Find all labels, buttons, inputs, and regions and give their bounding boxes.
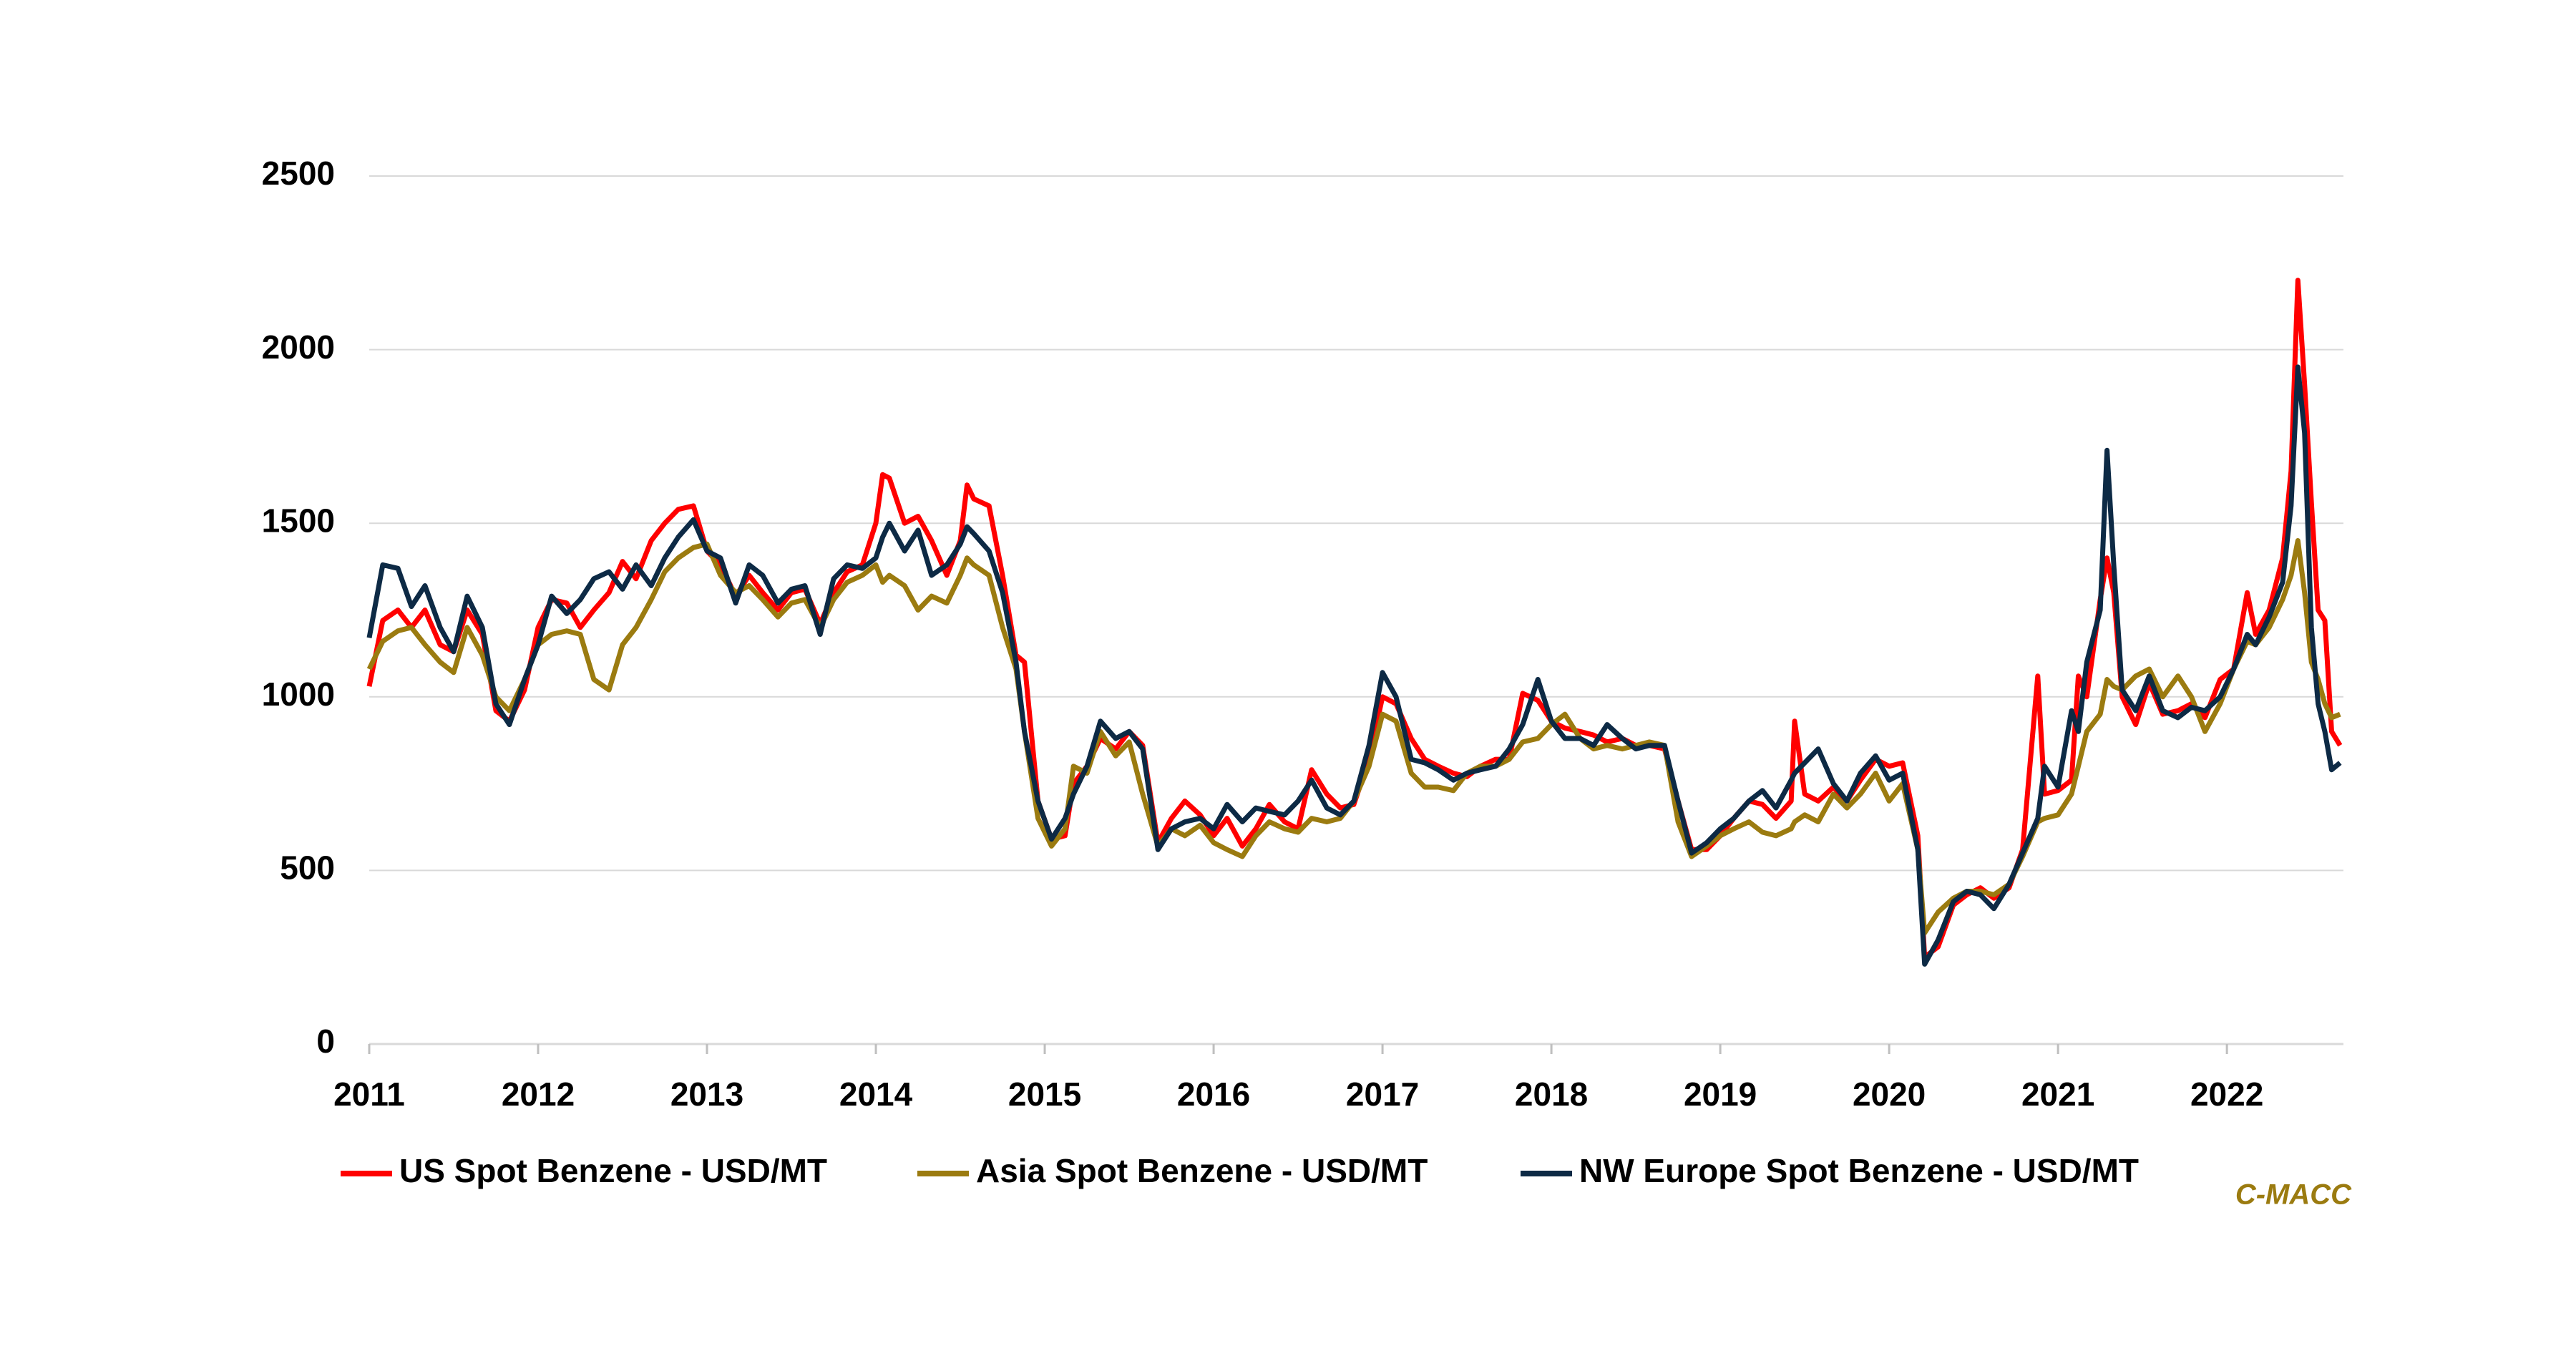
x-tick-label: 2014 <box>839 1076 913 1113</box>
x-tick-label: 2011 <box>333 1076 405 1113</box>
source-label: C-MACC <box>2235 1179 2352 1211</box>
legend-label: US Spot Benzene - USD/MT <box>399 1152 827 1189</box>
x-tick-label: 2017 <box>1346 1076 1419 1113</box>
x-tick-label: 2022 <box>2190 1076 2263 1113</box>
y-tick-label: 1500 <box>262 502 335 539</box>
series-line <box>366 278 2343 960</box>
x-tick-label: 2016 <box>1177 1076 1250 1113</box>
y-tick-label: 2500 <box>262 155 335 192</box>
x-tick-label: 2020 <box>1853 1076 1926 1113</box>
legend-label: Asia Spot Benzene - USD/MT <box>976 1152 1428 1189</box>
series-line <box>366 538 2341 936</box>
legend-label: NW Europe Spot Benzene - USD/MT <box>1579 1152 2139 1189</box>
series-line <box>366 364 2342 967</box>
x-tick-label: 2015 <box>1008 1076 1081 1113</box>
x-tick-label: 2018 <box>1515 1076 1588 1113</box>
y-tick-label: 0 <box>316 1023 335 1060</box>
x-tick-label: 2012 <box>502 1076 575 1113</box>
y-tick-label: 500 <box>280 849 335 887</box>
y-tick-label: 2000 <box>262 328 335 366</box>
x-tick-label: 2013 <box>670 1076 743 1113</box>
x-tick-label: 2021 <box>2021 1076 2094 1113</box>
y-tick-label: 1000 <box>262 676 335 713</box>
x-tick-label: 2019 <box>1684 1076 1757 1113</box>
